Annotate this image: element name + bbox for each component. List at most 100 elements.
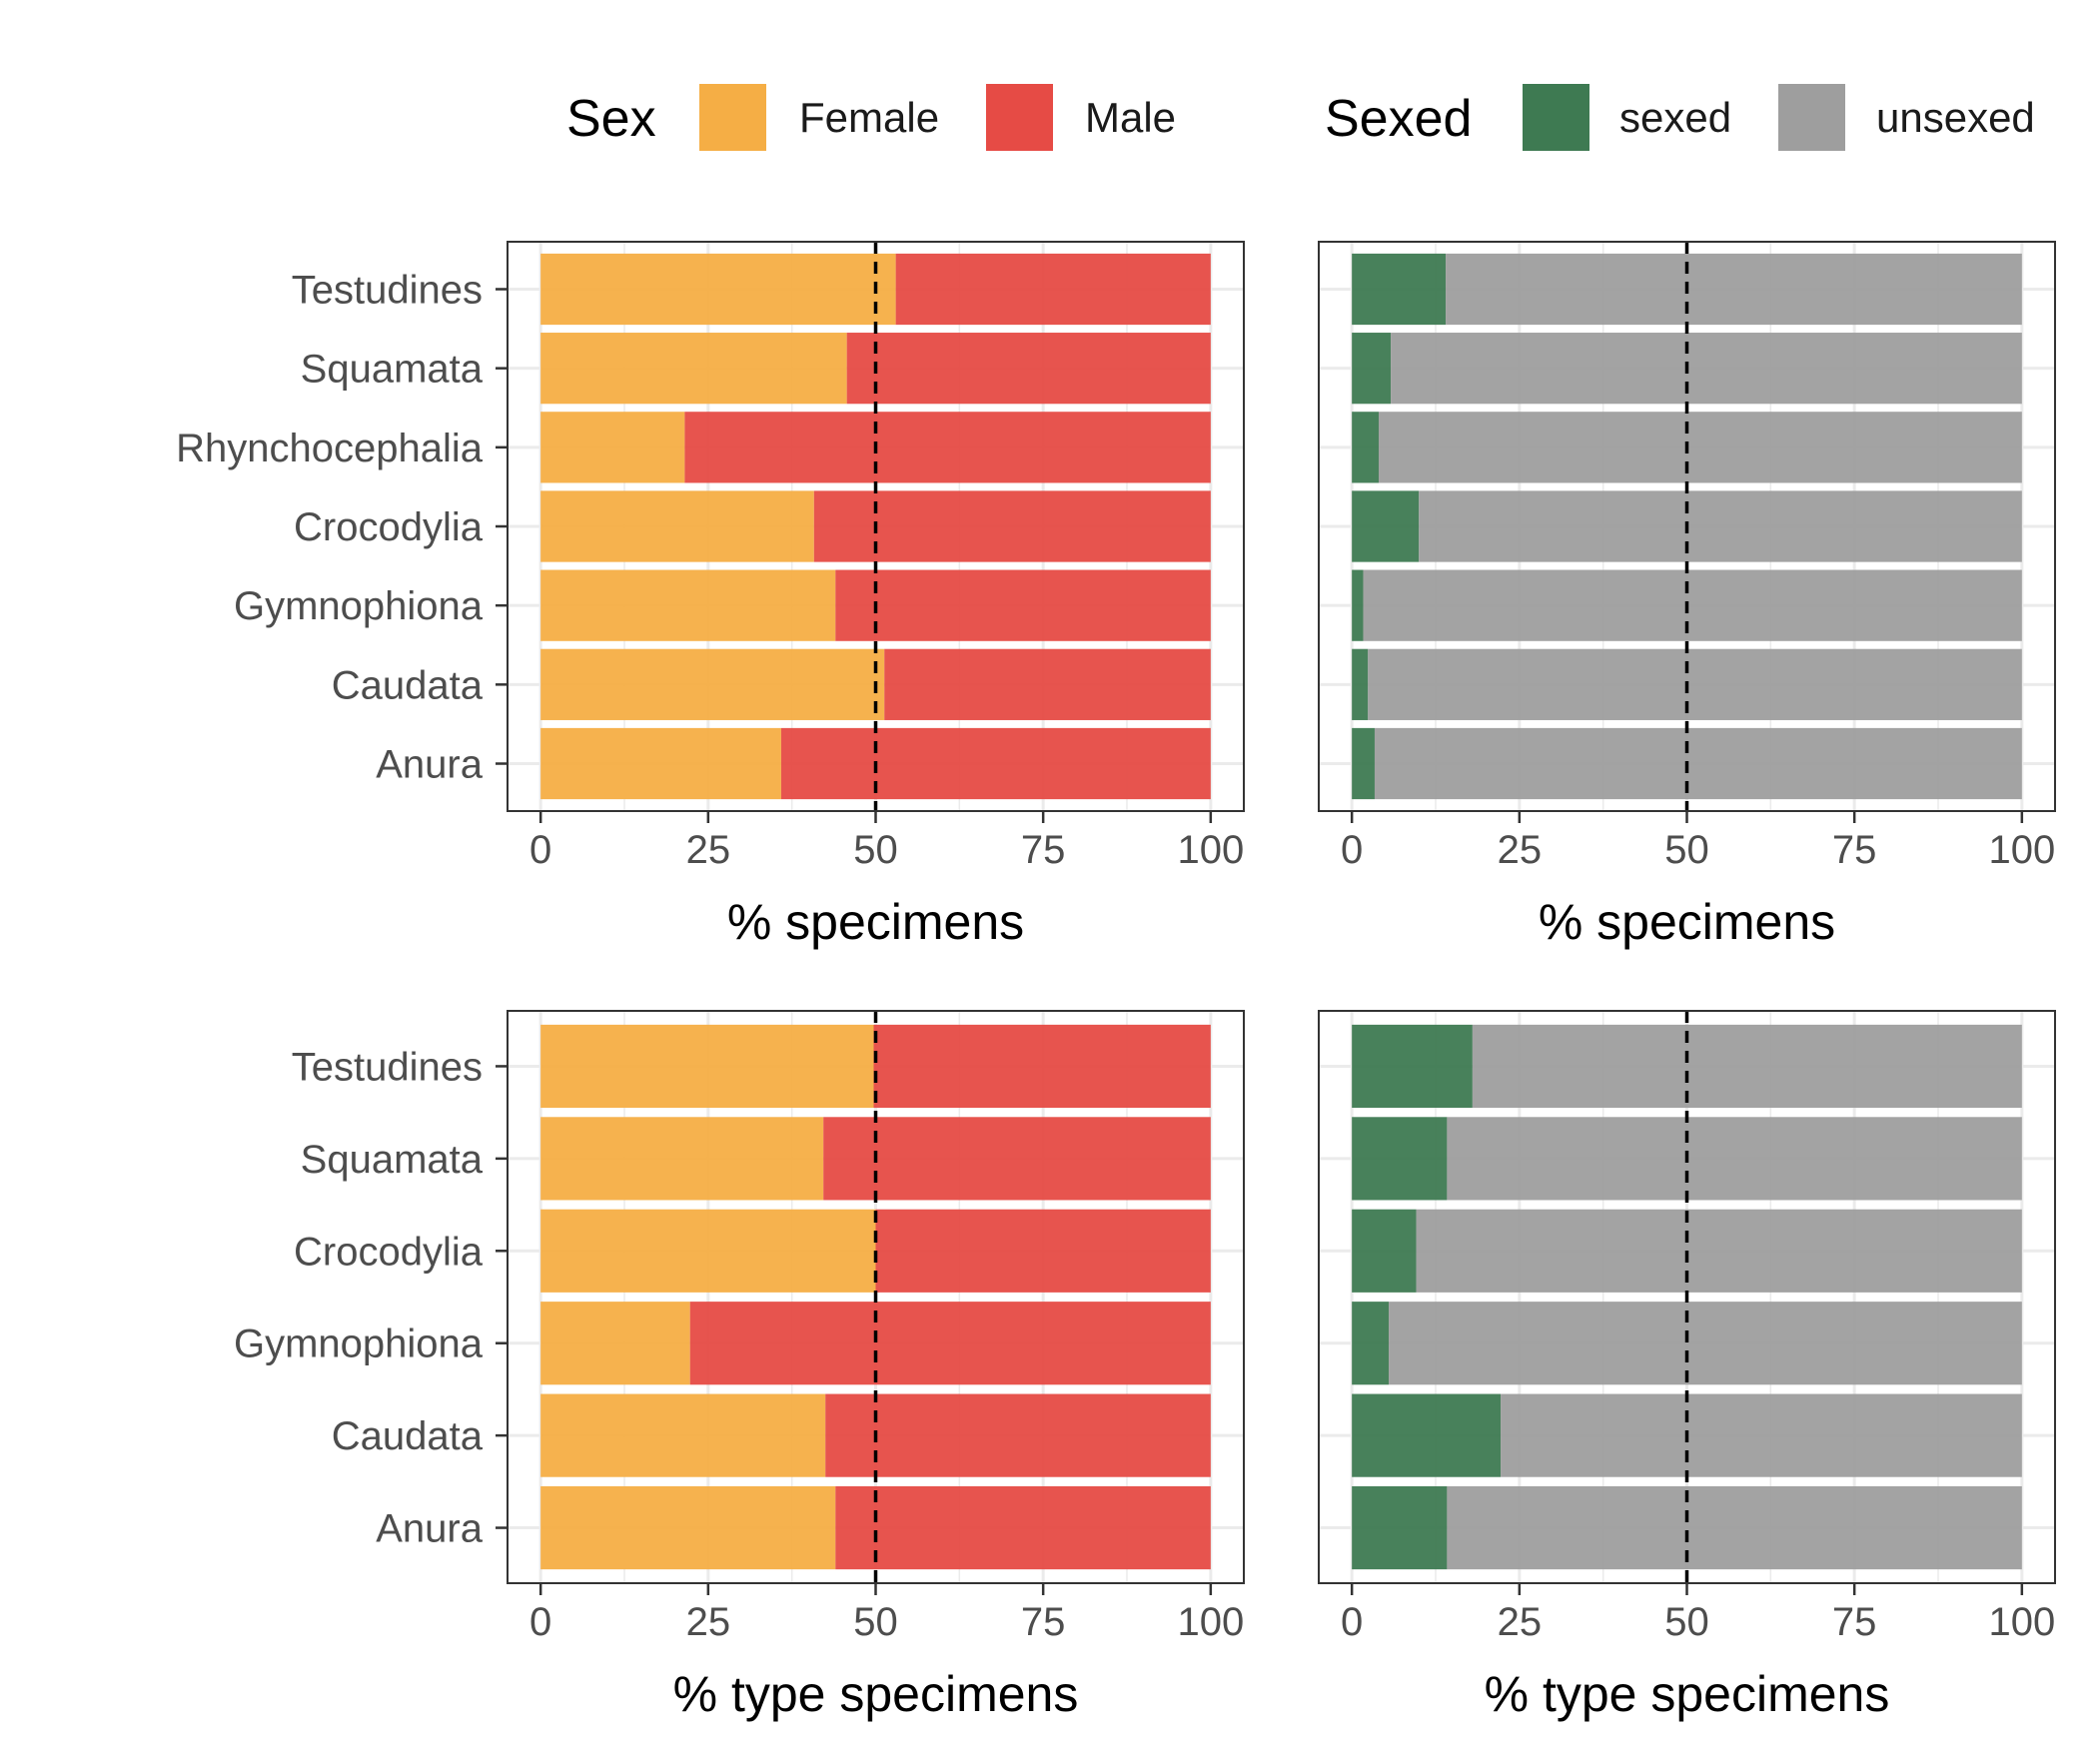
bar-female-testudines: [540, 1024, 874, 1109]
bar-sexed-testudines: [1352, 1024, 1473, 1109]
bar-sexed-caudata: [1352, 1393, 1502, 1477]
bar-male-crocodylia: [813, 490, 1211, 562]
x-axis-title: % specimens: [1539, 894, 1835, 950]
bar-male-crocodylia: [875, 1209, 1211, 1293]
x-tick-label: 50: [1664, 1600, 1709, 1644]
bar-unsexed-squamata: [1447, 1117, 2022, 1201]
bar-male-squamata: [846, 333, 1211, 405]
category-label-anura: Anura: [376, 1507, 483, 1551]
legend-swatch-female: [699, 84, 766, 151]
legend-label-female: Female: [799, 94, 939, 141]
category-label-rhynchocephalia: Rhynchocephalia: [176, 427, 484, 470]
bar-unsexed-crocodylia: [1416, 1209, 2022, 1293]
bar-female-caudata: [540, 648, 885, 720]
category-label-testudines: Testudines: [292, 1045, 483, 1089]
x-tick-label: 25: [686, 828, 731, 872]
bar-unsexed-testudines: [1472, 1024, 2022, 1109]
x-tick-label: 25: [686, 1600, 731, 1644]
bar-unsexed-testudines: [1446, 253, 2022, 326]
legend-label-unsexed: unsexed: [1876, 94, 2035, 141]
legend-swatch-male: [986, 84, 1053, 151]
legend-label-sexed: sexed: [1619, 94, 1731, 141]
x-tick-label: 100: [1988, 828, 2055, 872]
bar-male-caudata: [884, 648, 1211, 720]
bar-unsexed-crocodylia: [1419, 490, 2022, 562]
bar-sexed-crocodylia: [1352, 1209, 1417, 1293]
category-label-crocodylia: Crocodylia: [294, 505, 484, 549]
category-label-gymnophiona: Gymnophiona: [234, 584, 484, 628]
bar-sexed-caudata: [1352, 648, 1369, 720]
bar-male-caudata: [825, 1393, 1211, 1477]
x-tick-label: 50: [853, 1600, 898, 1644]
bar-male-testudines: [895, 253, 1211, 326]
bar-female-gymnophiona: [540, 1302, 690, 1385]
category-label-caudata: Caudata: [332, 1414, 484, 1458]
bar-male-squamata: [823, 1117, 1211, 1201]
x-tick-label: 75: [1832, 828, 1877, 872]
bar-sexed-anura: [1352, 727, 1375, 800]
bar-sexed-squamata: [1352, 333, 1392, 405]
bar-unsexed-anura: [1374, 727, 2022, 800]
legend-label-male: Male: [1085, 94, 1176, 141]
category-label-crocodylia: Crocodylia: [294, 1230, 484, 1274]
x-tick-label: 75: [1021, 1600, 1066, 1644]
legend: Sex Female Male Sexed sexed unsexed: [566, 84, 2035, 151]
panel-bottom-right: 0 25 50 75 100 % type specimens: [1318, 1010, 2056, 1722]
x-tick-label: 75: [1021, 828, 1066, 872]
bar-sexed-gymnophiona: [1352, 569, 1364, 641]
bar-male-gymnophiona: [835, 569, 1211, 641]
panel-bottom-left: 0 25 50 75 100 Testudines Squamata Crocodylia Gy…: [234, 1010, 1245, 1722]
panel-top-right: 0 25 50 75 100 % specimens: [1318, 241, 2056, 950]
bar-male-rhynchocephalia: [684, 412, 1211, 483]
x-tick-label: 50: [853, 828, 898, 872]
bar-male-anura: [780, 727, 1211, 800]
legend-swatch-sexed: [1523, 84, 1589, 151]
bar-female-rhynchocephalia: [540, 412, 685, 483]
x-axis-title: % type specimens: [1485, 1666, 1890, 1722]
bar-sexed-testudines: [1352, 253, 1447, 326]
category-label-squamata: Squamata: [301, 348, 484, 392]
bar-female-testudines: [540, 253, 896, 326]
category-label-caudata: Caudata: [332, 663, 484, 707]
bar-female-squamata: [540, 1117, 824, 1201]
bar-unsexed-rhynchocephalia: [1378, 412, 2022, 483]
legend-swatch-unsexed: [1778, 84, 1845, 151]
bar-female-caudata: [540, 1393, 826, 1477]
bar-female-anura: [540, 1485, 836, 1570]
category-label-anura: Anura: [376, 743, 483, 787]
bar-sexed-anura: [1352, 1485, 1448, 1570]
category-label-testudines: Testudines: [292, 269, 483, 313]
x-tick-label: 25: [1498, 828, 1543, 872]
x-tick-label: 100: [1177, 828, 1244, 872]
x-axis-title: % specimens: [727, 894, 1024, 950]
legend-sexed: Sexed sexed unsexed: [1325, 84, 2035, 151]
x-tick-label: 75: [1832, 1600, 1877, 1644]
legend-sex: Sex Female Male: [566, 84, 1176, 151]
bar-sexed-rhynchocephalia: [1352, 412, 1379, 483]
bar-female-squamata: [540, 333, 847, 405]
category-label-gymnophiona: Gymnophiona: [234, 1323, 484, 1366]
x-axis-title: % type specimens: [673, 1666, 1079, 1722]
panel-top-left: 0 25 50 75 100 Testudines Squamata Rhynchocepha…: [176, 241, 1245, 950]
bar-male-testudines: [873, 1024, 1211, 1109]
x-tick-label: 0: [529, 828, 551, 872]
bar-male-gymnophiona: [689, 1302, 1211, 1385]
bar-unsexed-gymnophiona: [1389, 1302, 2022, 1385]
x-tick-label: 0: [1341, 828, 1363, 872]
bar-sexed-crocodylia: [1352, 490, 1420, 562]
x-tick-label: 0: [529, 1600, 551, 1644]
bar-unsexed-squamata: [1391, 333, 2022, 405]
x-tick-label: 25: [1498, 1600, 1543, 1644]
category-label-squamata: Squamata: [301, 1138, 484, 1182]
bar-unsexed-gymnophiona: [1363, 569, 2022, 641]
bar-unsexed-caudata: [1501, 1393, 2022, 1477]
bar-sexed-squamata: [1352, 1117, 1448, 1201]
x-tick-label: 50: [1664, 828, 1709, 872]
legend-sexed-title: Sexed: [1325, 90, 1472, 148]
x-tick-label: 0: [1341, 1600, 1363, 1644]
bar-sexed-gymnophiona: [1352, 1302, 1390, 1385]
bar-female-gymnophiona: [540, 569, 836, 641]
bar-male-anura: [835, 1485, 1211, 1570]
x-tick-label: 100: [1177, 1600, 1244, 1644]
